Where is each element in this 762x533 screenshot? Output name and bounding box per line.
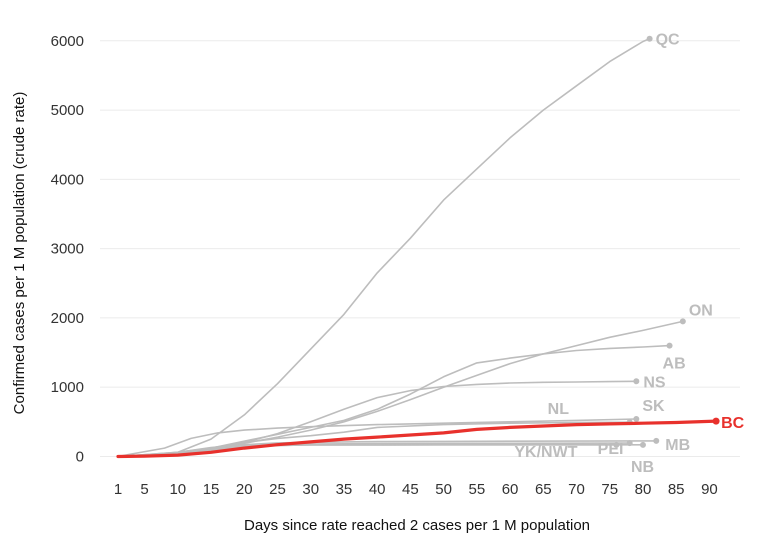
x-axis-ticks: 1 5 10 15 20 25 30 35 40 45 50 55 60 65 70 75 80 85 90: [114, 481, 718, 498]
series-label-ns: NS: [643, 374, 666, 391]
series-line-bc: [116, 419, 718, 459]
series-label-nl: NL: [548, 401, 570, 418]
series-endpoint-sk: [633, 416, 640, 423]
series-line-ab: [117, 344, 671, 458]
series-line-sk: [117, 418, 638, 458]
series-label-on: ON: [689, 302, 713, 319]
y-tick-label: 4000: [51, 171, 84, 188]
y-axis-title: Confirmed cases per 1 M population (crud…: [11, 92, 28, 415]
series-label-pei: PEI: [598, 441, 624, 458]
x-tick-label: 1: [114, 481, 122, 498]
x-tick-label: 10: [169, 481, 186, 498]
x-tick-label: 70: [568, 481, 585, 498]
series-endpoint-ns: [633, 378, 640, 385]
series-lines: [116, 35, 720, 459]
series-label-sk: SK: [642, 398, 665, 415]
x-tick-label: 5: [140, 481, 148, 498]
series-label-yk-nwt: YK/NWT: [514, 444, 577, 461]
series-endpoint-mb: [653, 437, 660, 444]
gridlines: [100, 40, 740, 457]
x-tick-label: 30: [302, 481, 319, 498]
y-axis-ticks: 0 1000 2000 3000 4000 5000 6000: [51, 33, 84, 466]
x-tick-label: 60: [502, 481, 519, 498]
y-tick-label: 2000: [51, 310, 84, 327]
series-label-bc: BC: [721, 415, 745, 432]
series-endpoint-qc: [646, 35, 653, 42]
y-tick-label: 5000: [51, 102, 84, 119]
y-tick-label: 0: [76, 448, 84, 465]
series-endpoint-nb: [639, 441, 646, 448]
series-label-qc: QC: [656, 32, 680, 49]
x-tick-label: 80: [635, 481, 652, 498]
x-tick-label: 25: [269, 481, 286, 498]
series-endpoint-ab: [666, 342, 673, 349]
x-tick-label: 45: [402, 481, 419, 498]
x-tick-label: 50: [435, 481, 452, 498]
x-axis-title: Days since rate reached 2 cases per 1 M …: [244, 517, 590, 533]
x-tick-label: 20: [236, 481, 253, 498]
series-endpoint-on: [679, 318, 686, 325]
series-line-yk-nwt: [117, 443, 618, 458]
series-label-nb: NB: [631, 459, 654, 476]
x-tick-label: 85: [668, 481, 685, 498]
series-label-ab: AB: [663, 356, 686, 373]
series-line-qc: [117, 37, 651, 458]
x-tick-label: 40: [369, 481, 386, 498]
series-endpoint-bc: [712, 417, 720, 425]
series-endpoint-yk-nwt: [613, 441, 620, 448]
x-tick-label: 35: [336, 481, 353, 498]
x-tick-label: 90: [701, 481, 718, 498]
x-tick-label: 15: [203, 481, 220, 498]
x-tick-label: 55: [468, 481, 485, 498]
x-tick-label: 65: [535, 481, 552, 498]
y-tick-label: 3000: [51, 241, 84, 258]
x-tick-label: 75: [601, 481, 618, 498]
y-tick-label: 6000: [51, 33, 84, 50]
y-tick-label: 1000: [51, 379, 84, 396]
series-label-mb: MB: [665, 437, 690, 454]
